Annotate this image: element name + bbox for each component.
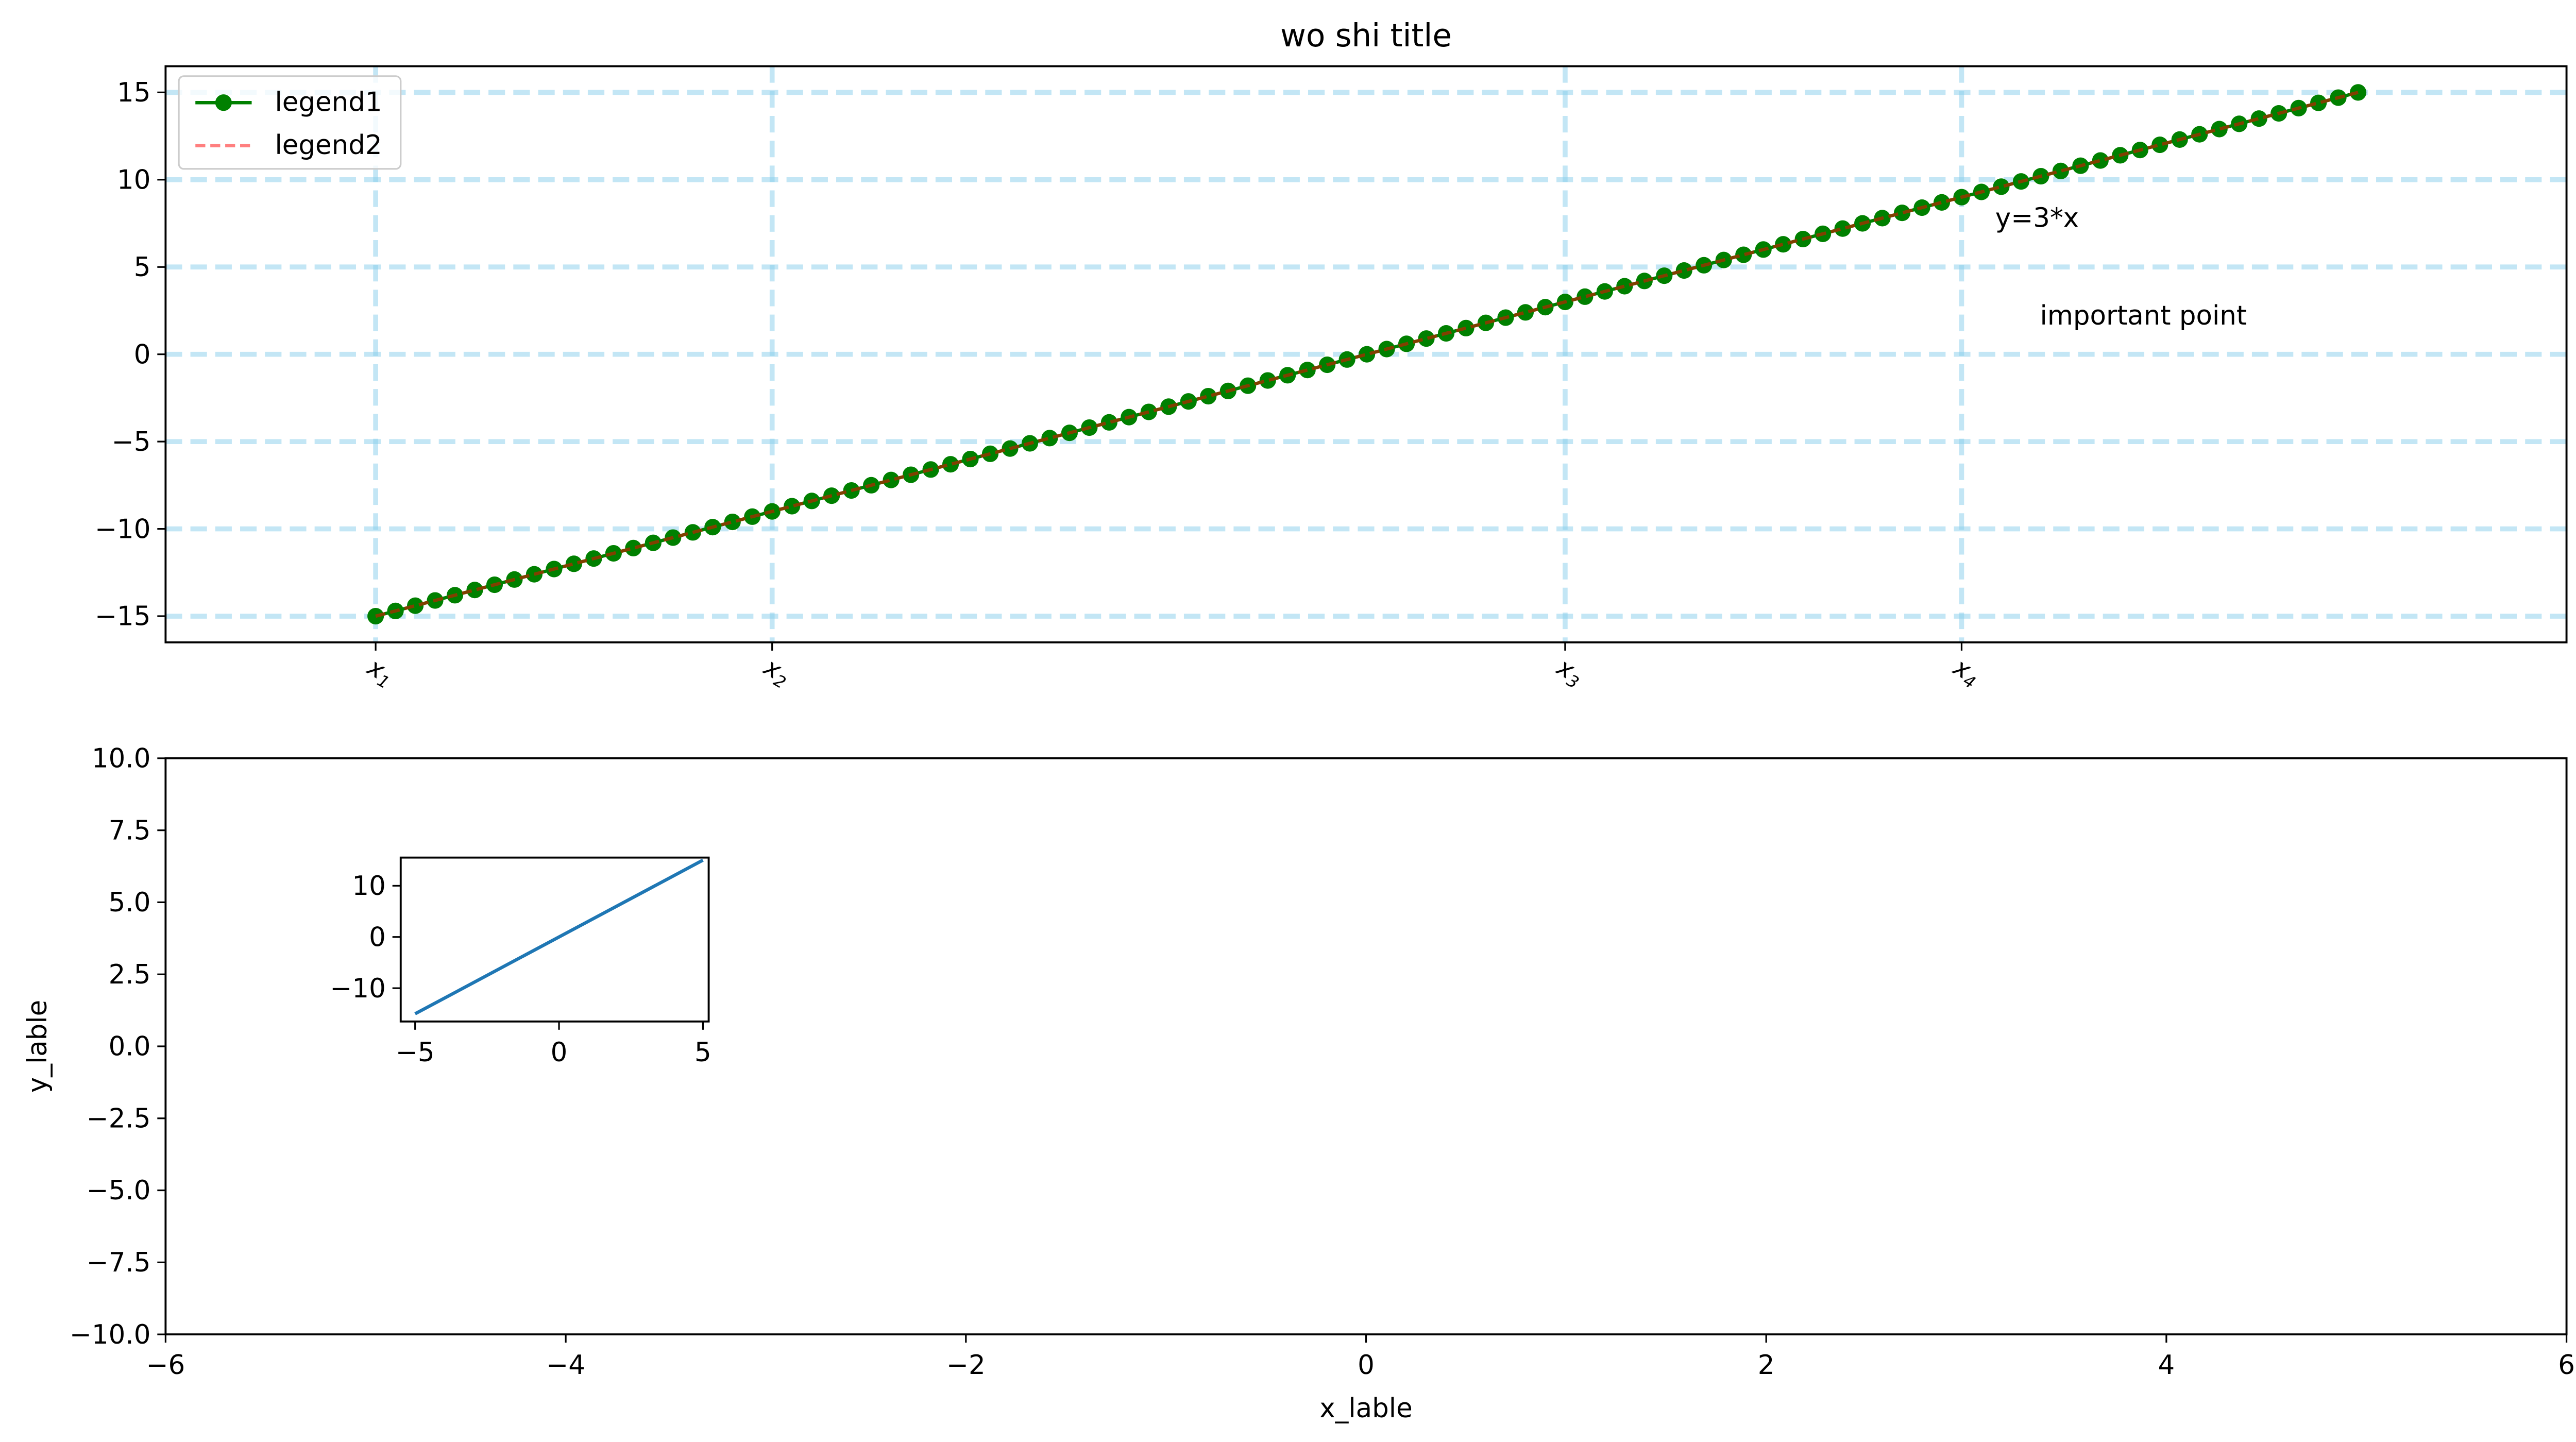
legend2-label: legend2 [275,130,382,161]
y-tick-label: −15 [95,601,151,632]
annotation-formula: y=3*x [1995,202,2079,233]
series-legend1-point [784,498,801,515]
y-tick-label: 15 [117,77,150,108]
series-legend1-point [1100,414,1117,431]
series-legend1-point [1041,430,1058,447]
series-layer [367,84,2367,625]
series-legend1-point [2250,110,2267,127]
y-axis: −15 −10 −5 0 5 10 15 [95,77,166,632]
grid [165,66,2567,642]
x-axis: −5 0 5 [396,1021,711,1068]
x-axis: −6 −4 −2 0 2 4 6 [146,1334,2575,1381]
x-tick-label: 0 [551,1037,568,1068]
inset-chart: −10 0 10 −5 0 5 [330,856,711,1068]
series-legend1-point [1675,262,1692,279]
series-legend1-point [625,539,642,556]
series-legend1-point [1775,236,1792,253]
y-tick-label: −5.0 [87,1175,151,1206]
series-legend1-point [1577,288,1594,305]
series-legend1-point [942,456,959,473]
series-legend1-point [1933,194,1951,211]
plot-frame [164,757,2568,1336]
series-layer [414,858,704,1015]
x-tick-label: −6 [146,1350,185,1381]
chart-title: wo shi title [1280,18,1452,54]
x-axis: x1 x2 x3 x4 [360,642,1985,693]
series-legend1-point [883,471,900,488]
series-legend1-point [2052,162,2069,179]
series-legend1-point [2211,121,2228,138]
x-tick-label: −2 [946,1350,986,1381]
x-tick-label: −4 [546,1350,585,1381]
series-legend1-point [1735,246,1752,263]
x-tick-label: 2 [1758,1350,1775,1381]
y-tick-label: 10 [117,164,150,195]
annotation-important-point: important point [2040,300,2247,331]
inset-series-line [414,858,704,1015]
x-tick-label: x2 [757,652,795,693]
top-chart: wo shi title −15 −10 −5 0 5 10 15 x1 x2 x3 x4 y=3… [95,18,2568,693]
y-tick-label: −5 [112,427,151,457]
y-tick-label: −2.5 [87,1103,151,1134]
series-legend1-point [1458,319,1475,336]
series-legend1-point [1418,330,1435,347]
series-legend1-point [1517,304,1534,321]
series-legend1-point [1359,346,1376,363]
x-axis-label: x_lable [1319,1393,1412,1424]
series-legend1-point [2151,136,2168,154]
y-axis-label: y_lable [22,1000,53,1093]
y-tick-label: 0 [134,339,151,370]
y-axis: −10.0 −7.5 −5.0 −2.5 0.0 2.5 5.0 7.5 10.0 [70,743,166,1350]
series-legend1-point [2310,94,2327,111]
x-tick-label: x4 [1946,652,1985,693]
series-legend1-point [2092,152,2109,169]
y-tick-label: −10 [95,514,151,545]
x-tick-label: x3 [1550,652,1588,693]
bottom-chart: −10.0 −7.5 −5.0 −2.5 0.0 2.5 5.0 7.5 10.0 −6 −4 −2… [22,743,2575,1423]
series-legend1-point [367,607,384,625]
x-tick-label: 4 [2158,1350,2175,1381]
series-legend1-point [1259,372,1276,389]
y-tick-label: 5 [134,252,151,283]
y-tick-label: 0.0 [109,1031,151,1062]
series-legend1-point [1834,220,1851,237]
x-tick-label: −5 [396,1037,435,1068]
y-tick-label: −7.5 [87,1247,151,1278]
x-tick-label: x1 [360,652,399,693]
legend1-marker-swatch [215,94,232,111]
series-legend1-point [724,513,741,531]
x-tick-label: 6 [2558,1350,2575,1381]
series-legend1-point [1993,178,2010,195]
y-tick-label: −10 [330,973,386,1004]
y-tick-label: 2.5 [109,959,151,990]
y-tick-label: 0 [369,922,386,953]
series-legend1-point [1299,362,1316,379]
series-legend1-point [1893,205,1911,222]
series-legend1-point [466,582,483,599]
series-legend1-point [565,555,582,572]
y-axis: −10 0 10 [330,871,401,1004]
y-tick-label: −10.0 [70,1319,151,1350]
series-legend2-line [375,91,2359,618]
series-legend1-point [407,597,424,614]
legend: legend1 legend2 [178,75,402,170]
y-tick-label: 10.0 [92,743,150,774]
legend1-label: legend1 [275,87,382,117]
x-tick-label: 0 [1358,1350,1375,1381]
y-tick-label: 7.5 [109,815,151,846]
series-legend1-point [1200,387,1217,405]
y-tick-label: 10 [352,871,385,902]
y-tick-label: 5.0 [109,887,151,918]
series-legend1-point [1616,278,1633,295]
x-tick-label: 5 [694,1037,711,1068]
